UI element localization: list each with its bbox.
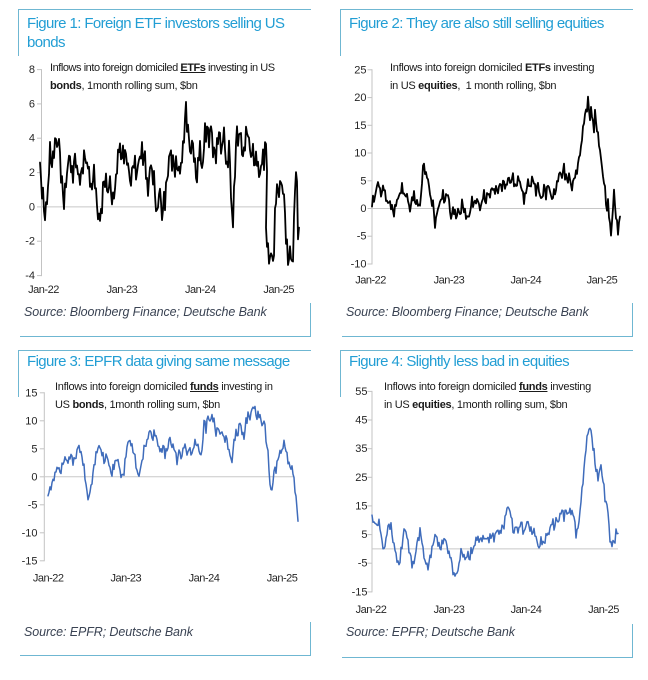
svg-text:15: 15 — [355, 500, 367, 512]
svg-text:Jan-24: Jan-24 — [510, 275, 541, 287]
svg-text:Jan-25: Jan-25 — [588, 604, 619, 616]
svg-text:-15: -15 — [352, 586, 368, 598]
svg-text:0: 0 — [31, 471, 37, 483]
svg-text:25: 25 — [355, 472, 367, 484]
svg-text:25: 25 — [354, 64, 366, 76]
svg-text:8: 8 — [29, 64, 35, 76]
svg-text:-2: -2 — [25, 236, 35, 248]
svg-text:4: 4 — [29, 133, 35, 145]
svg-text:5: 5 — [361, 529, 367, 541]
svg-text:5: 5 — [360, 175, 366, 187]
svg-text:Jan-24: Jan-24 — [511, 604, 542, 616]
svg-text:Jan-23: Jan-23 — [434, 604, 465, 616]
svg-text:45: 45 — [355, 415, 367, 427]
svg-text:Jan-24: Jan-24 — [185, 284, 216, 296]
svg-text:55: 55 — [355, 386, 367, 398]
svg-text:-4: -4 — [25, 270, 35, 282]
svg-text:Jan-22: Jan-22 — [356, 604, 387, 616]
svg-text:-10: -10 — [22, 527, 38, 539]
svg-text:-15: -15 — [22, 555, 38, 567]
svg-text:Jan-22: Jan-22 — [28, 284, 59, 296]
svg-text:Jan-23: Jan-23 — [107, 284, 138, 296]
svg-text:0: 0 — [360, 203, 366, 215]
svg-text:Jan-23: Jan-23 — [434, 275, 465, 287]
svg-text:2: 2 — [29, 167, 35, 179]
svg-text:Jan-25: Jan-25 — [587, 275, 618, 287]
svg-text:35: 35 — [355, 443, 367, 455]
svg-text:0: 0 — [29, 201, 35, 213]
svg-text:Jan-25: Jan-25 — [263, 284, 294, 296]
svg-text:Jan-23: Jan-23 — [110, 573, 141, 585]
svg-text:Jan-24: Jan-24 — [189, 573, 220, 585]
svg-text:-5: -5 — [357, 231, 367, 243]
svg-text:5: 5 — [31, 443, 37, 455]
svg-text:-10: -10 — [351, 259, 367, 271]
svg-text:10: 10 — [25, 415, 37, 427]
svg-text:-5: -5 — [358, 558, 368, 570]
svg-text:Jan-25: Jan-25 — [267, 573, 298, 585]
svg-text:10: 10 — [354, 148, 366, 160]
svg-text:15: 15 — [354, 120, 366, 132]
svg-text:Jan-22: Jan-22 — [33, 573, 64, 585]
svg-text:15: 15 — [25, 387, 37, 399]
svg-text:Jan-22: Jan-22 — [355, 275, 386, 287]
svg-text:6: 6 — [29, 98, 35, 110]
svg-text:-5: -5 — [28, 499, 38, 511]
svg-text:20: 20 — [354, 92, 366, 104]
